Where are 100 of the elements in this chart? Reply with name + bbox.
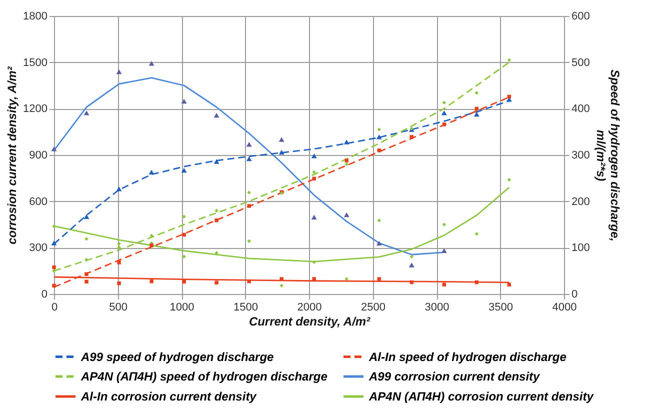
point <box>182 232 186 237</box>
point <box>312 170 316 174</box>
point <box>181 168 187 173</box>
point <box>52 284 56 288</box>
point <box>246 142 252 147</box>
x-tick-label: 500 <box>109 302 128 314</box>
point <box>84 272 88 276</box>
point <box>280 284 284 288</box>
point <box>181 98 187 104</box>
y2-tick-label: 200 <box>572 196 590 208</box>
y2-tick-label: 500 <box>572 56 590 69</box>
point <box>117 242 121 246</box>
point <box>84 280 88 284</box>
point <box>507 94 512 98</box>
point <box>214 208 218 212</box>
y-tick-label: 900 <box>29 150 48 162</box>
point <box>51 146 57 152</box>
legend-label: AP4N (АП4Н) speed of hydrogen discharge <box>80 370 328 384</box>
legend-label: AP4N (АП4Н) corrosion current density <box>368 390 595 404</box>
point <box>116 69 122 74</box>
x-tick-label: 0 <box>51 302 58 314</box>
point <box>312 260 316 264</box>
point <box>214 280 218 284</box>
y-tick-label: 300 <box>29 242 48 254</box>
point <box>214 218 218 222</box>
point <box>84 110 90 116</box>
point <box>52 265 56 270</box>
y2-axis-title: Speed of hydrogen discharge, ml/(m²*s) <box>594 69 622 242</box>
point <box>150 279 154 284</box>
point <box>377 218 381 222</box>
y2-tick-label: 400 <box>572 103 590 116</box>
point <box>344 212 350 218</box>
y-tick-label: 600 <box>29 196 48 208</box>
point <box>182 254 186 258</box>
point <box>312 176 316 180</box>
point <box>182 214 186 218</box>
point <box>214 159 220 164</box>
point <box>214 112 220 118</box>
point <box>52 224 56 228</box>
point <box>278 150 284 155</box>
y-tick-label: 0 <box>41 288 48 300</box>
point <box>84 214 90 219</box>
legend-label: Al-In speed of hydrogen discharge <box>368 350 567 364</box>
y-tick-label: 1800 <box>23 10 48 22</box>
point <box>410 254 414 258</box>
point <box>344 158 348 162</box>
point <box>344 162 348 166</box>
x-tick-label: 1000 <box>170 302 194 314</box>
point <box>376 134 382 140</box>
y2-tick-label: 300 <box>572 150 590 162</box>
legend-label: A99 speed of hydrogen discharge <box>80 350 274 364</box>
x-tick-label: 2500 <box>361 302 386 314</box>
point <box>442 100 446 105</box>
x-axis-title: Current density, A/m² <box>248 314 372 328</box>
point <box>344 140 350 144</box>
point <box>148 170 154 175</box>
y-axis-title: corrosion current density, A/m² <box>5 66 20 244</box>
point <box>442 222 446 226</box>
point <box>474 91 479 95</box>
point <box>52 268 56 273</box>
point <box>148 61 154 66</box>
point <box>182 280 186 284</box>
y-tick-label: 1200 <box>23 103 48 116</box>
point <box>116 186 122 192</box>
point <box>247 279 251 284</box>
point <box>311 214 317 220</box>
legend-label: Al-In corrosion current density <box>80 390 258 404</box>
point <box>442 282 446 286</box>
point <box>117 245 121 250</box>
point <box>117 281 121 286</box>
point <box>377 128 381 132</box>
point <box>51 240 57 246</box>
x-tick-label: 3500 <box>488 302 513 314</box>
point <box>246 156 252 162</box>
point <box>247 239 251 244</box>
point <box>84 236 88 241</box>
point <box>312 277 316 281</box>
point <box>441 248 447 253</box>
point <box>150 234 154 238</box>
legend-label: A99 corrosion current density <box>368 370 542 384</box>
y2-tick-label: 0 <box>572 288 578 300</box>
x-tick-label: 2000 <box>297 302 322 314</box>
point <box>507 58 512 62</box>
point <box>507 282 512 286</box>
point <box>376 240 382 246</box>
point <box>84 258 88 262</box>
point <box>117 260 121 264</box>
y2-tick-label: 600 <box>572 10 590 22</box>
point <box>410 135 414 139</box>
point <box>442 122 446 126</box>
point <box>408 262 414 268</box>
point <box>311 154 317 158</box>
x-tick-label: 4000 <box>552 302 577 314</box>
y2-tick-label: 100 <box>572 242 590 254</box>
point <box>278 137 284 142</box>
point <box>377 277 381 281</box>
point <box>474 232 479 236</box>
x-tick-label: 3000 <box>424 302 450 314</box>
point <box>247 204 251 208</box>
x-tick-label: 1500 <box>234 302 258 314</box>
